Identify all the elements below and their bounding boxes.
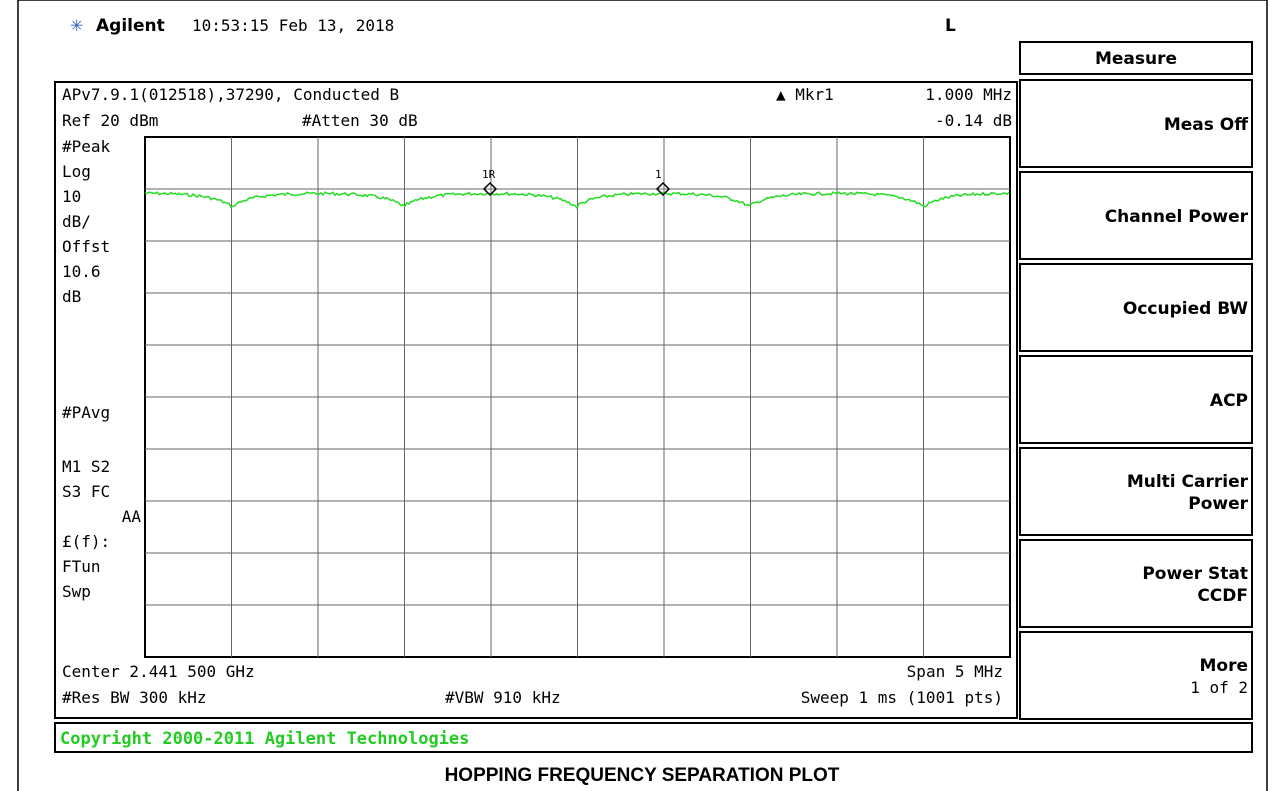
left-label: Log <box>62 162 91 181</box>
logo: ✳ <box>70 16 83 35</box>
marker-label: 1R <box>482 168 496 181</box>
softkey <box>1019 263 1253 352</box>
ref-level: Ref 20 dBm <box>62 111 158 130</box>
marker-diamond <box>482 181 498 197</box>
softkey-label: 1 of 2 <box>1190 678 1248 697</box>
graticule <box>144 136 1011 658</box>
left-label: AA <box>122 507 142 526</box>
mode: L <box>945 16 956 36</box>
left-label: S3 FC <box>62 482 110 501</box>
softkey <box>1019 79 1253 168</box>
brand: Agilent <box>96 16 165 36</box>
left-labels: #Peak Log 10 dB/Offst 10.6 dB #PAvg M1 S2 S3 FC A… <box>62 137 141 601</box>
info-line: APv7.9.1(012518),37290, Conducted B <box>62 85 399 104</box>
left-label: #PAvg <box>62 403 110 422</box>
status-bar <box>54 722 1253 753</box>
marker-label: ▲ Mkr1 <box>776 85 834 104</box>
left-label: FTun <box>62 557 101 576</box>
softkey-label: Channel Power <box>1105 207 1249 227</box>
marker-freq: 1.000 MHz <box>925 85 1012 104</box>
softkey <box>1019 539 1253 628</box>
marker-label: 1 <box>655 168 662 181</box>
attenuation: #Atten 30 dB <box>302 111 418 130</box>
softkeys: Meas Off Channel Power Occupied BW ACP Multi… <box>1019 79 1253 720</box>
marker-value: -0.14 dB <box>935 111 1012 130</box>
left-label: Offst <box>62 237 110 256</box>
left-label: M1 S2 <box>62 457 110 476</box>
header: ✳ Agilent 10:53:15 Feb 13, 2018 L <box>70 16 956 36</box>
left-label: #Peak <box>62 137 111 156</box>
left-label: 10.6 <box>62 262 101 281</box>
softkey <box>1019 447 1253 536</box>
left-label: Swp <box>62 582 91 601</box>
marker-diamond <box>655 181 671 197</box>
res-bw: #Res BW 300 kHz <box>62 688 207 707</box>
copyright: Copyright 2000-2011 Agilent Technologies <box>60 729 469 749</box>
left-label: dB <box>62 287 81 306</box>
softkey-title: Measure <box>1095 49 1177 69</box>
softkey <box>1019 355 1253 444</box>
softkey <box>1019 171 1253 260</box>
softkey-label: More <box>1199 656 1248 676</box>
center-freq: Center 2.441 500 GHz <box>62 662 255 681</box>
display-frame <box>54 81 1018 719</box>
softkey-label: CCDF <box>1197 586 1248 606</box>
softkey-title-box <box>1019 41 1253 75</box>
softkey-label: Occupied BW <box>1123 299 1248 319</box>
left-label: dB/ <box>62 212 91 231</box>
softkey-label: Multi Carrier <box>1127 472 1249 492</box>
span: Span 5 MHz <box>907 662 1003 681</box>
caption: HOPPING FREQUENCY SEPARATION PLOT <box>445 765 840 786</box>
vbw: #VBW 910 kHz <box>445 688 561 707</box>
softkey <box>1019 631 1253 720</box>
left-label: 10 <box>62 187 81 206</box>
time: 10:53:15 Feb 13, 2018 <box>192 16 394 35</box>
sweep: Sweep 1 ms (1001 pts) <box>801 688 1003 707</box>
left-label: £(f): <box>62 532 110 551</box>
softkey-label: Power <box>1188 494 1248 514</box>
outer-frame <box>17 0 1268 791</box>
markers: 1R 1 <box>482 168 671 197</box>
softkey-label: ACP <box>1210 391 1248 411</box>
trace <box>144 191 1010 210</box>
softkey-label: Meas Off <box>1164 115 1248 135</box>
softkey-label: Power Stat <box>1142 564 1248 584</box>
